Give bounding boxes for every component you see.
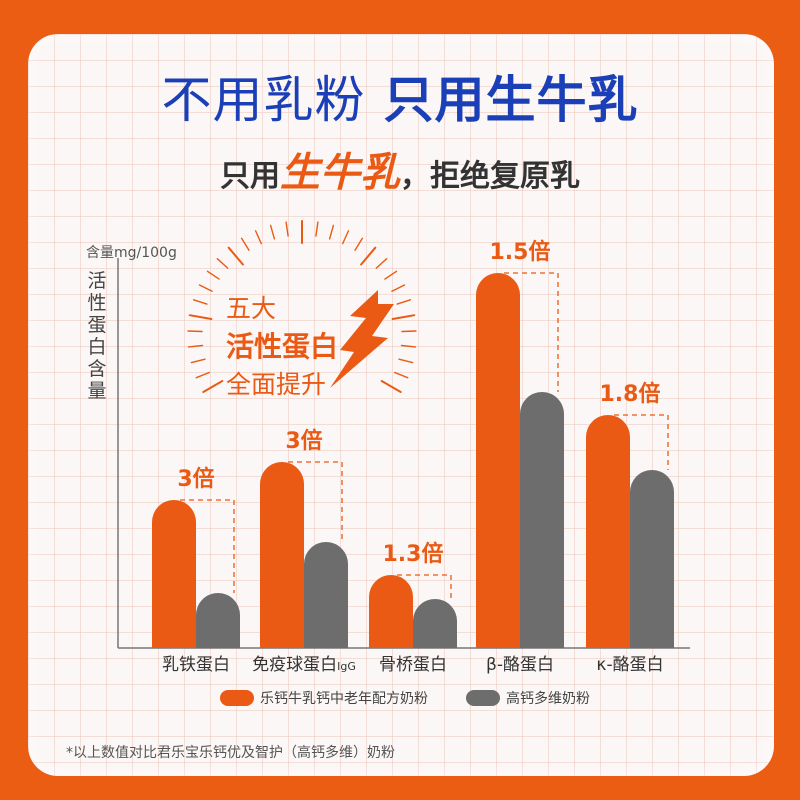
subtitle: 只用生牛乳，拒绝复原乳	[0, 140, 800, 198]
y-axis-label: 活性蛋白含量	[87, 270, 107, 402]
gauge-tick	[360, 246, 377, 266]
gauge-tick	[206, 270, 220, 280]
y-axis-unit: 含量mg/100g	[86, 245, 177, 261]
footnote: *以上数值对比君乐宝乐钙优及智护（高钙多维）奶粉	[66, 745, 395, 761]
gauge-tick	[391, 314, 416, 320]
lightning-bolt-icon	[330, 290, 394, 388]
multiplier-label: 3倍	[177, 466, 214, 492]
subtitle-highlight: 生牛乳	[280, 150, 400, 196]
multiplier-label: 3倍	[285, 428, 322, 454]
category-label: 骨桥蛋白	[379, 655, 447, 675]
gauge-tick	[391, 284, 406, 292]
badge-line1: 五大	[226, 294, 277, 323]
highlight-badge: 五大 活性蛋白 全面提升	[226, 290, 338, 404]
legend-item-gray: 高钙多维奶粉	[466, 688, 590, 708]
gauge-tick	[198, 284, 213, 292]
category-label: β-酪蛋白	[486, 655, 554, 675]
gauge-tick	[394, 371, 409, 379]
multiplier-bracket	[504, 272, 559, 392]
legend-swatch-orange	[220, 690, 254, 706]
gauge-tick	[380, 380, 402, 393]
subtitle-post: ，拒绝复原乳	[400, 159, 580, 194]
badge-line3: 全面提升	[226, 370, 327, 399]
gauge-tick	[342, 230, 350, 245]
gauge-tick	[216, 258, 229, 269]
title-part1: 不用乳粉	[161, 71, 366, 129]
gauge-tick	[202, 380, 224, 393]
gauge-tick	[190, 358, 206, 364]
category-label-sub: IgG	[337, 660, 356, 673]
legend-label-gray: 高钙多维奶粉	[506, 691, 590, 707]
gauge-tick	[398, 358, 414, 364]
category-label: 免疫球蛋白IgG	[252, 655, 356, 675]
bar-orange	[260, 462, 304, 648]
gauge-tick	[396, 299, 412, 305]
gauge-tick	[195, 371, 211, 379]
gauge-tick	[315, 221, 319, 237]
gauge-tick	[285, 221, 289, 237]
gauge-tick	[375, 258, 388, 269]
gauge-tick	[227, 246, 244, 266]
bar-gray	[520, 392, 564, 648]
bar-orange	[369, 575, 413, 648]
legend-label-orange: 乐钙牛乳钙中老年配方奶粉	[260, 691, 428, 707]
bar-orange	[476, 273, 520, 648]
bar-orange	[152, 500, 196, 648]
gauge-tick	[401, 330, 417, 333]
gauge-tick	[269, 224, 276, 240]
bar-gray	[413, 599, 457, 648]
bar-orange	[586, 415, 630, 648]
gauge-tick	[254, 230, 262, 245]
title-part2: 只用生牛乳	[383, 71, 639, 129]
gauge-tick	[328, 224, 335, 240]
gauge-tick	[188, 314, 213, 320]
gauge-tick	[187, 344, 204, 348]
multiplier-label: 1.8倍	[600, 381, 661, 407]
multiplier-bracket	[397, 574, 452, 599]
gauge-icon	[187, 220, 417, 393]
gauge-tick	[192, 299, 208, 305]
bar-gray	[304, 542, 348, 648]
category-label: κ-酪蛋白	[596, 655, 663, 675]
legend-item-orange: 乐钙牛乳钙中老年配方奶粉	[220, 688, 428, 708]
content-card	[28, 34, 774, 776]
legend-swatch-gray	[466, 690, 500, 706]
multiplier-label: 1.5倍	[490, 239, 551, 265]
gauge-tick	[400, 344, 417, 348]
multiplier-label: 1.3倍	[383, 541, 444, 567]
badge-line2: 活性蛋白	[226, 330, 339, 363]
gauge-tick	[187, 330, 203, 333]
category-label: 乳铁蛋白	[162, 655, 230, 675]
page-title: 不用乳粉 只用生牛乳	[0, 60, 800, 132]
gauge-tick	[240, 237, 250, 251]
multiplier-bracket	[180, 499, 235, 593]
bar-gray	[196, 593, 240, 648]
subtitle-pre: 只用	[220, 159, 280, 194]
gauge-tick	[354, 237, 364, 251]
multiplier-bracket	[288, 461, 343, 542]
multiplier-bracket	[614, 414, 669, 470]
bar-gray	[630, 470, 674, 648]
gauge-tick	[384, 270, 398, 280]
